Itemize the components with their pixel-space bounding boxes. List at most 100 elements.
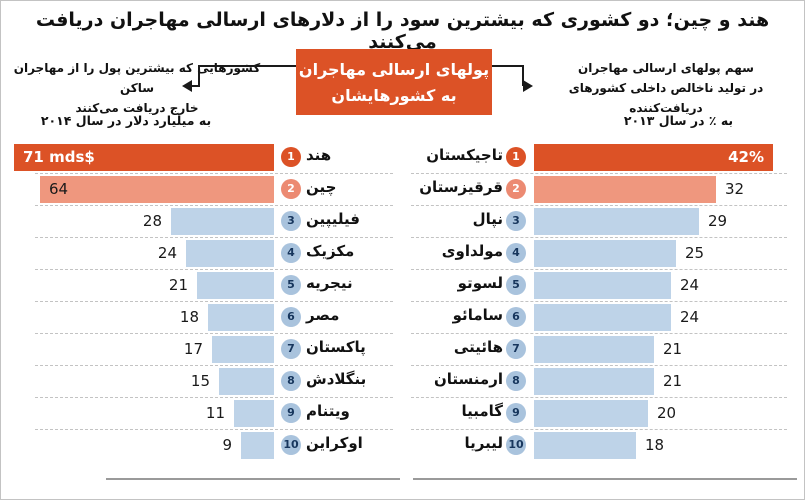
value-bar (534, 176, 716, 203)
rank-badge: 10 (506, 435, 526, 455)
row-separator (35, 333, 393, 334)
country-label: تاجیکستان (426, 146, 503, 164)
country-label: ارمنستان (433, 370, 503, 388)
rank-badge: 1 (281, 147, 301, 167)
row-separator (35, 173, 393, 174)
value-bar (534, 336, 654, 363)
bar-row: 7 هائیتی 21 (411, 336, 796, 368)
row-separator (35, 269, 393, 270)
value-bar (197, 272, 274, 299)
rank-badge: 8 (281, 371, 301, 391)
row-separator (35, 205, 393, 206)
left-note-line1: کشورهایی که بیشترین پول را از مهاجران سا… (13, 61, 261, 95)
left-note-line2: خارج دریافت می‌کنند (75, 101, 199, 115)
center-callout-line2: به کشورهایشان (331, 86, 457, 105)
value-bar (534, 272, 671, 299)
country-label: هائیتی (453, 338, 503, 356)
rank-badge: 4 (506, 243, 526, 263)
bar-row: 7 پاکستان 17 (13, 336, 396, 368)
right-connector-line (492, 65, 524, 67)
value-bar (534, 240, 676, 267)
bar-row: 1 هند 71 mds$ (13, 144, 396, 176)
value-label: 18 (645, 436, 665, 454)
value-bar (241, 432, 274, 459)
value-label: 25 (685, 244, 705, 262)
bar-row: 9 ویتنام 11 (13, 400, 396, 432)
rank-badge: 6 (281, 307, 301, 327)
page-title: هند و چین؛ دو کشوری که بیشترین سود را از… (35, 9, 770, 53)
rank-badge: 8 (506, 371, 526, 391)
bar-row: 4 مکزیک 24 (13, 240, 396, 272)
row-separator (411, 333, 787, 334)
center-callout-line1: پولهای ارسالی مهاجران (298, 60, 490, 79)
rank-badge: 7 (281, 339, 301, 359)
left-connector-line (191, 85, 200, 87)
rank-badge: 5 (281, 275, 301, 295)
bar-row: 10 لیبریا 18 (411, 432, 796, 464)
rank-badge: 2 (506, 179, 526, 199)
value-label: 29 (708, 212, 728, 230)
bar-row: 8 بنگلادش 15 (13, 368, 396, 400)
bar-row: 2 قرقیزستان 32 (411, 176, 796, 208)
row-separator (411, 205, 787, 206)
row-separator (411, 237, 787, 238)
remittances-gdp-share-chart: 1 تاجیکستان 42% 2 قرقیزستان 32 3 نپال 29 4 مولداوی… (411, 144, 796, 466)
value-label: 24 (157, 244, 177, 262)
right-chart-note: سهم پولهای ارسالی مهاجران در تولید ناخال… (533, 58, 799, 118)
country-label: نیجریه (306, 274, 353, 292)
bar-row: 9 گامبیا 20 (411, 400, 796, 432)
value-label: 20 (657, 404, 677, 422)
country-label: اوکراین (306, 434, 363, 452)
rank-badge: 5 (506, 275, 526, 295)
value-label: 9 (222, 436, 232, 454)
value-bar (534, 368, 654, 395)
row-separator (35, 237, 393, 238)
bar-row: 8 ارمنستان 21 (411, 368, 796, 400)
rank-badge: 6 (506, 307, 526, 327)
right-note-line2: در تولید ناخالص داخلی کشورهای دریافت‌کنن… (568, 81, 764, 115)
row-separator (411, 301, 787, 302)
center-callout: پولهای ارسالی مهاجران به کشورهایشان (296, 49, 492, 115)
rank-badge: 9 (506, 403, 526, 423)
value-bar (534, 144, 773, 171)
country-label: نپال (472, 210, 503, 228)
value-bar (534, 208, 699, 235)
country-label: پاکستان (306, 338, 366, 356)
value-label: 64 (49, 180, 69, 198)
country-label: سامائو (452, 306, 503, 324)
value-label: 15 (190, 372, 210, 390)
bar-row: 6 سامائو 24 (411, 304, 796, 336)
bar-row: 4 مولداوی 25 (411, 240, 796, 272)
country-label: مکزیک (306, 242, 355, 260)
row-separator (411, 365, 787, 366)
country-label: مصر (306, 306, 340, 324)
rank-badge: 3 (506, 211, 526, 231)
country-label: مولداوی (441, 242, 503, 260)
rank-badge: 4 (281, 243, 301, 263)
left-connector-line (198, 65, 200, 86)
value-bar (186, 240, 274, 267)
row-separator (35, 397, 393, 398)
country-label: بنگلادش (306, 370, 367, 388)
country-label: هند (306, 146, 332, 164)
value-label: 24 (680, 276, 700, 294)
country-label: ویتنام (306, 402, 350, 420)
bar-row: 2 چین 64 (13, 176, 396, 208)
country-label: گامبیا (461, 402, 503, 420)
rank-badge: 1 (506, 147, 526, 167)
value-bar (171, 208, 274, 235)
bar-row: 10 اوکراین 9 (13, 432, 396, 464)
row-separator (411, 429, 787, 430)
remittances-billions-chart: 1 هند 71 mds$ 2 چین 64 3 فیلیپین 28 4 مکزیک 24 5 نیجر… (13, 144, 396, 466)
left-chart-baseline (106, 478, 400, 480)
row-separator (35, 365, 393, 366)
left-chart-note: کشورهایی که بیشترین پول را از مهاجران سا… (6, 58, 268, 118)
value-bar (234, 400, 274, 427)
value-bar (534, 400, 648, 427)
rank-badge: 9 (281, 403, 301, 423)
right-note-line1: سهم پولهای ارسالی مهاجران (578, 61, 754, 75)
value-bar (212, 336, 274, 363)
country-label: قرقیزستان (419, 178, 503, 196)
row-separator (35, 301, 393, 302)
